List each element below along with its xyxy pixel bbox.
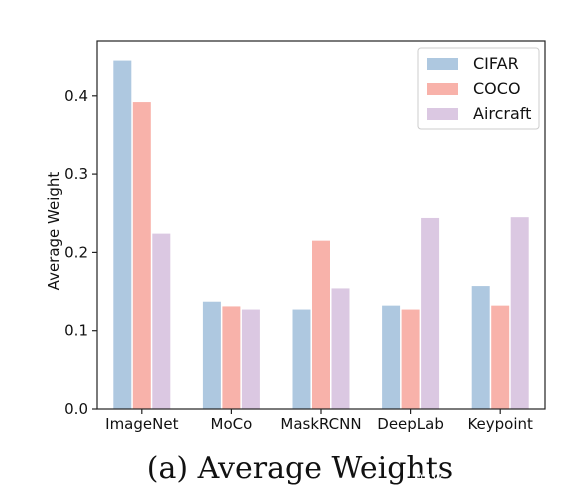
- legend-label-cifar: CIFAR: [473, 54, 519, 73]
- bar-coco-moco: [222, 306, 241, 409]
- bar-cifar-maskrcnn: [292, 309, 311, 409]
- bars: [113, 60, 529, 410]
- y-tick-label: 0.0: [64, 400, 88, 418]
- y-tick-label: 0.2: [64, 243, 88, 261]
- bar-cifar-moco: [202, 301, 221, 409]
- bar-aircraft-keypoint: [510, 217, 529, 409]
- plot-frame: [96, 40, 546, 410]
- legend-swatch-aircraft: [427, 108, 458, 120]
- x-tick-label: DeepLab: [377, 415, 444, 433]
- legend-label-coco: COCO: [473, 79, 521, 98]
- bar-coco-keypoint: [491, 305, 510, 409]
- legend-swatch-cifar: [427, 58, 458, 70]
- x-tick-label: MaskRCNN: [280, 415, 361, 433]
- x-axis: ImageNet MoCo MaskRCNN DeepLab Keypoint: [105, 409, 533, 433]
- bar-cifar-imagenet: [113, 60, 132, 410]
- bar-coco-imagenet: [132, 102, 151, 410]
- legend-swatch-coco: [427, 83, 458, 95]
- bar-cifar-deeplab: [382, 305, 401, 409]
- bar-aircraft-imagenet: [152, 233, 171, 409]
- x-tick-label: ImageNet: [105, 415, 178, 433]
- y-tick-label: 0.4: [64, 87, 88, 105]
- bar-coco-maskrcnn: [312, 240, 330, 409]
- y-tick-label: 0.3: [64, 165, 88, 183]
- bar-aircraft-deeplab: [421, 217, 440, 409]
- legend: CIFAR COCO Aircraft: [417, 47, 540, 130]
- legend-label-aircraft: Aircraft: [473, 104, 531, 123]
- bar-cifar-keypoint: [471, 286, 490, 409]
- bar-coco-deeplab: [401, 309, 420, 409]
- watermark: 知乎 @强化学习实验室: [418, 472, 552, 488]
- x-tick-label: MoCo: [211, 415, 253, 433]
- y-axis: 0.0 0.1 0.2 0.3 0.4: [64, 87, 97, 418]
- figure-caption: (a) Average Weights: [147, 451, 453, 486]
- x-tick-label: Keypoint: [467, 415, 533, 433]
- bar-aircraft-maskrcnn: [331, 288, 350, 409]
- y-axis-label: Average Weight: [45, 172, 63, 291]
- bar-aircraft-moco: [241, 309, 260, 409]
- y-tick-label: 0.1: [64, 322, 88, 340]
